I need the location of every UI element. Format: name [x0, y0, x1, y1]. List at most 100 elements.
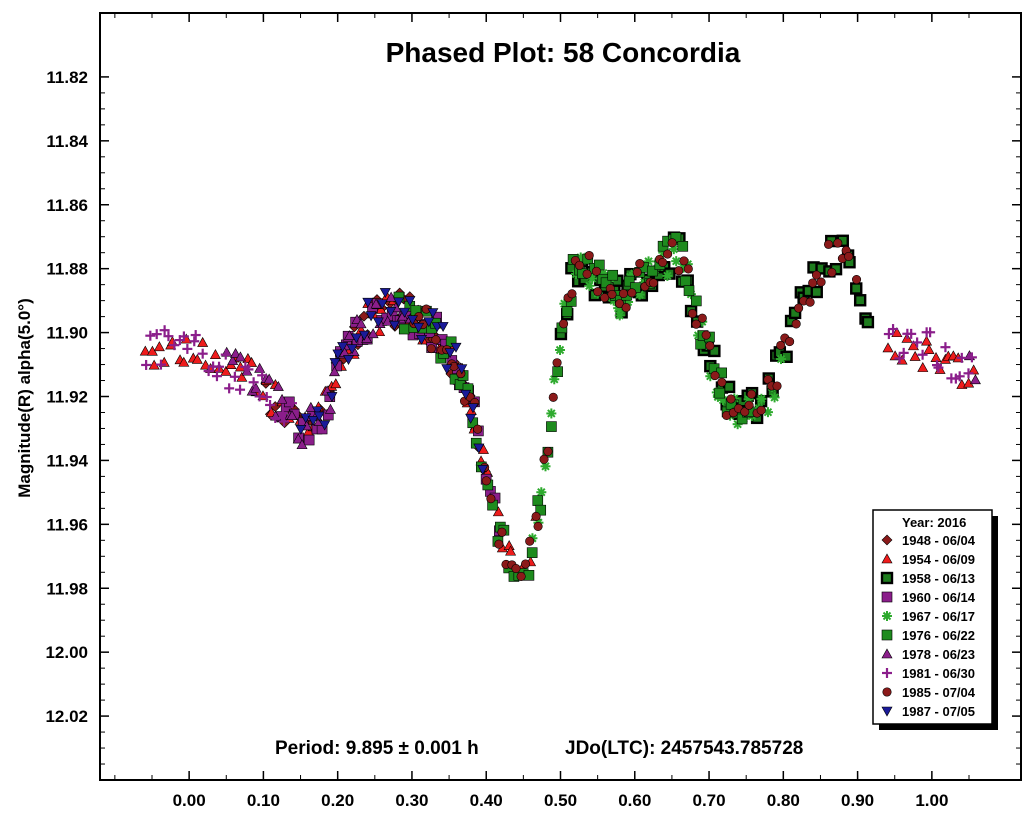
data-point	[850, 282, 863, 295]
data-point	[627, 288, 637, 298]
data-point	[823, 239, 834, 249]
x-tick-label: 0.00	[173, 791, 206, 810]
x-tick-label: 1.00	[915, 791, 948, 810]
data-point	[921, 335, 933, 346]
x-tick-label: 0.60	[618, 791, 651, 810]
y-tick-label: 11.96	[46, 515, 88, 534]
data-point	[907, 340, 919, 351]
data-point	[909, 350, 921, 361]
data-point	[182, 343, 193, 354]
data-point	[674, 266, 684, 276]
data-point	[548, 392, 558, 402]
data-point	[276, 393, 288, 404]
legend-entry: 1987 - 07/05	[902, 704, 975, 719]
x-tick-label: 0.80	[767, 791, 800, 810]
data-point	[701, 330, 711, 340]
data-point	[155, 359, 166, 370]
data-point	[811, 270, 822, 280]
y-tick-label: 11.90	[46, 324, 88, 343]
legend-items: 1948 - 06/04 1954 - 06/09 1958 - 06/13 1960…	[880, 533, 976, 719]
data-point	[810, 285, 823, 299]
x-tick-label: 0.70	[693, 791, 726, 810]
data-point	[891, 327, 903, 338]
data-point	[614, 310, 625, 321]
data-point	[303, 434, 315, 446]
data-point	[139, 345, 151, 356]
data-point	[607, 289, 617, 299]
data-point	[881, 553, 893, 564]
data-point	[516, 571, 526, 581]
data-point	[505, 545, 517, 556]
data-point	[593, 287, 603, 297]
data-point	[785, 337, 795, 347]
data-point	[257, 370, 268, 381]
data-point	[437, 322, 449, 333]
data-point	[552, 366, 563, 377]
data-point	[151, 329, 162, 340]
x-tick-label: 0.50	[544, 791, 577, 810]
data-point	[535, 504, 547, 516]
data-point	[456, 364, 468, 375]
y-tick-label: 11.82	[46, 68, 88, 87]
data-point	[379, 288, 391, 299]
data-point	[358, 310, 370, 322]
data-point	[296, 439, 308, 450]
data-point	[330, 378, 342, 389]
data-point	[966, 352, 977, 363]
data-point	[372, 317, 384, 328]
x-tick-label: 0.90	[841, 791, 874, 810]
epoch-text: JDo(LTC): 2457543.785728	[565, 738, 803, 759]
data-point	[388, 320, 400, 331]
data-point	[912, 337, 923, 348]
data-point	[270, 413, 281, 424]
data-point	[956, 352, 967, 363]
y-tick-label: 11.86	[46, 196, 88, 215]
data-point	[662, 270, 673, 281]
data-point	[776, 340, 786, 350]
data-point	[618, 288, 629, 299]
data-point	[851, 274, 862, 285]
data-point	[697, 313, 707, 323]
data-point	[940, 342, 951, 353]
data-point	[477, 465, 489, 475]
data-point	[263, 373, 275, 384]
data-point	[647, 265, 658, 277]
data-point	[227, 355, 239, 366]
legend-entry: 1958 - 06/13	[902, 571, 975, 586]
data-point	[917, 349, 928, 360]
legend-title: Year: 2016	[902, 515, 966, 530]
data-point	[178, 356, 190, 367]
data-point	[532, 495, 544, 506]
x-tick-label: 0.30	[395, 791, 428, 810]
legend-box	[872, 509, 993, 725]
data-point	[717, 377, 727, 387]
data-point	[923, 344, 935, 354]
data-point	[365, 311, 377, 322]
data-point	[567, 289, 577, 299]
data-point	[883, 329, 894, 340]
data-point	[898, 347, 909, 358]
data-point	[203, 366, 214, 377]
data-point	[406, 315, 418, 326]
data-point	[933, 362, 944, 373]
data-point	[714, 387, 725, 399]
x-tick-label: 0.40	[470, 791, 503, 810]
data-point	[229, 371, 240, 382]
data-point	[881, 706, 893, 717]
data-point	[607, 269, 619, 281]
data-point	[332, 349, 344, 360]
data-point	[559, 319, 569, 329]
data-point	[211, 371, 222, 382]
y-tick-label: 11.98	[46, 579, 88, 598]
data-point	[497, 527, 507, 537]
data-point	[382, 315, 394, 326]
data-point	[917, 362, 929, 372]
y-axis: 11.82 11.84 11.86 11.88 11.90 11.92 11.94 11.96…	[45, 68, 1021, 765]
data-point	[882, 687, 892, 697]
data-point	[543, 446, 553, 456]
y-tick-label: 11.92	[46, 388, 88, 407]
data-point	[582, 269, 592, 279]
data-point	[190, 330, 201, 341]
data-point	[367, 328, 379, 339]
data-point	[861, 315, 875, 329]
